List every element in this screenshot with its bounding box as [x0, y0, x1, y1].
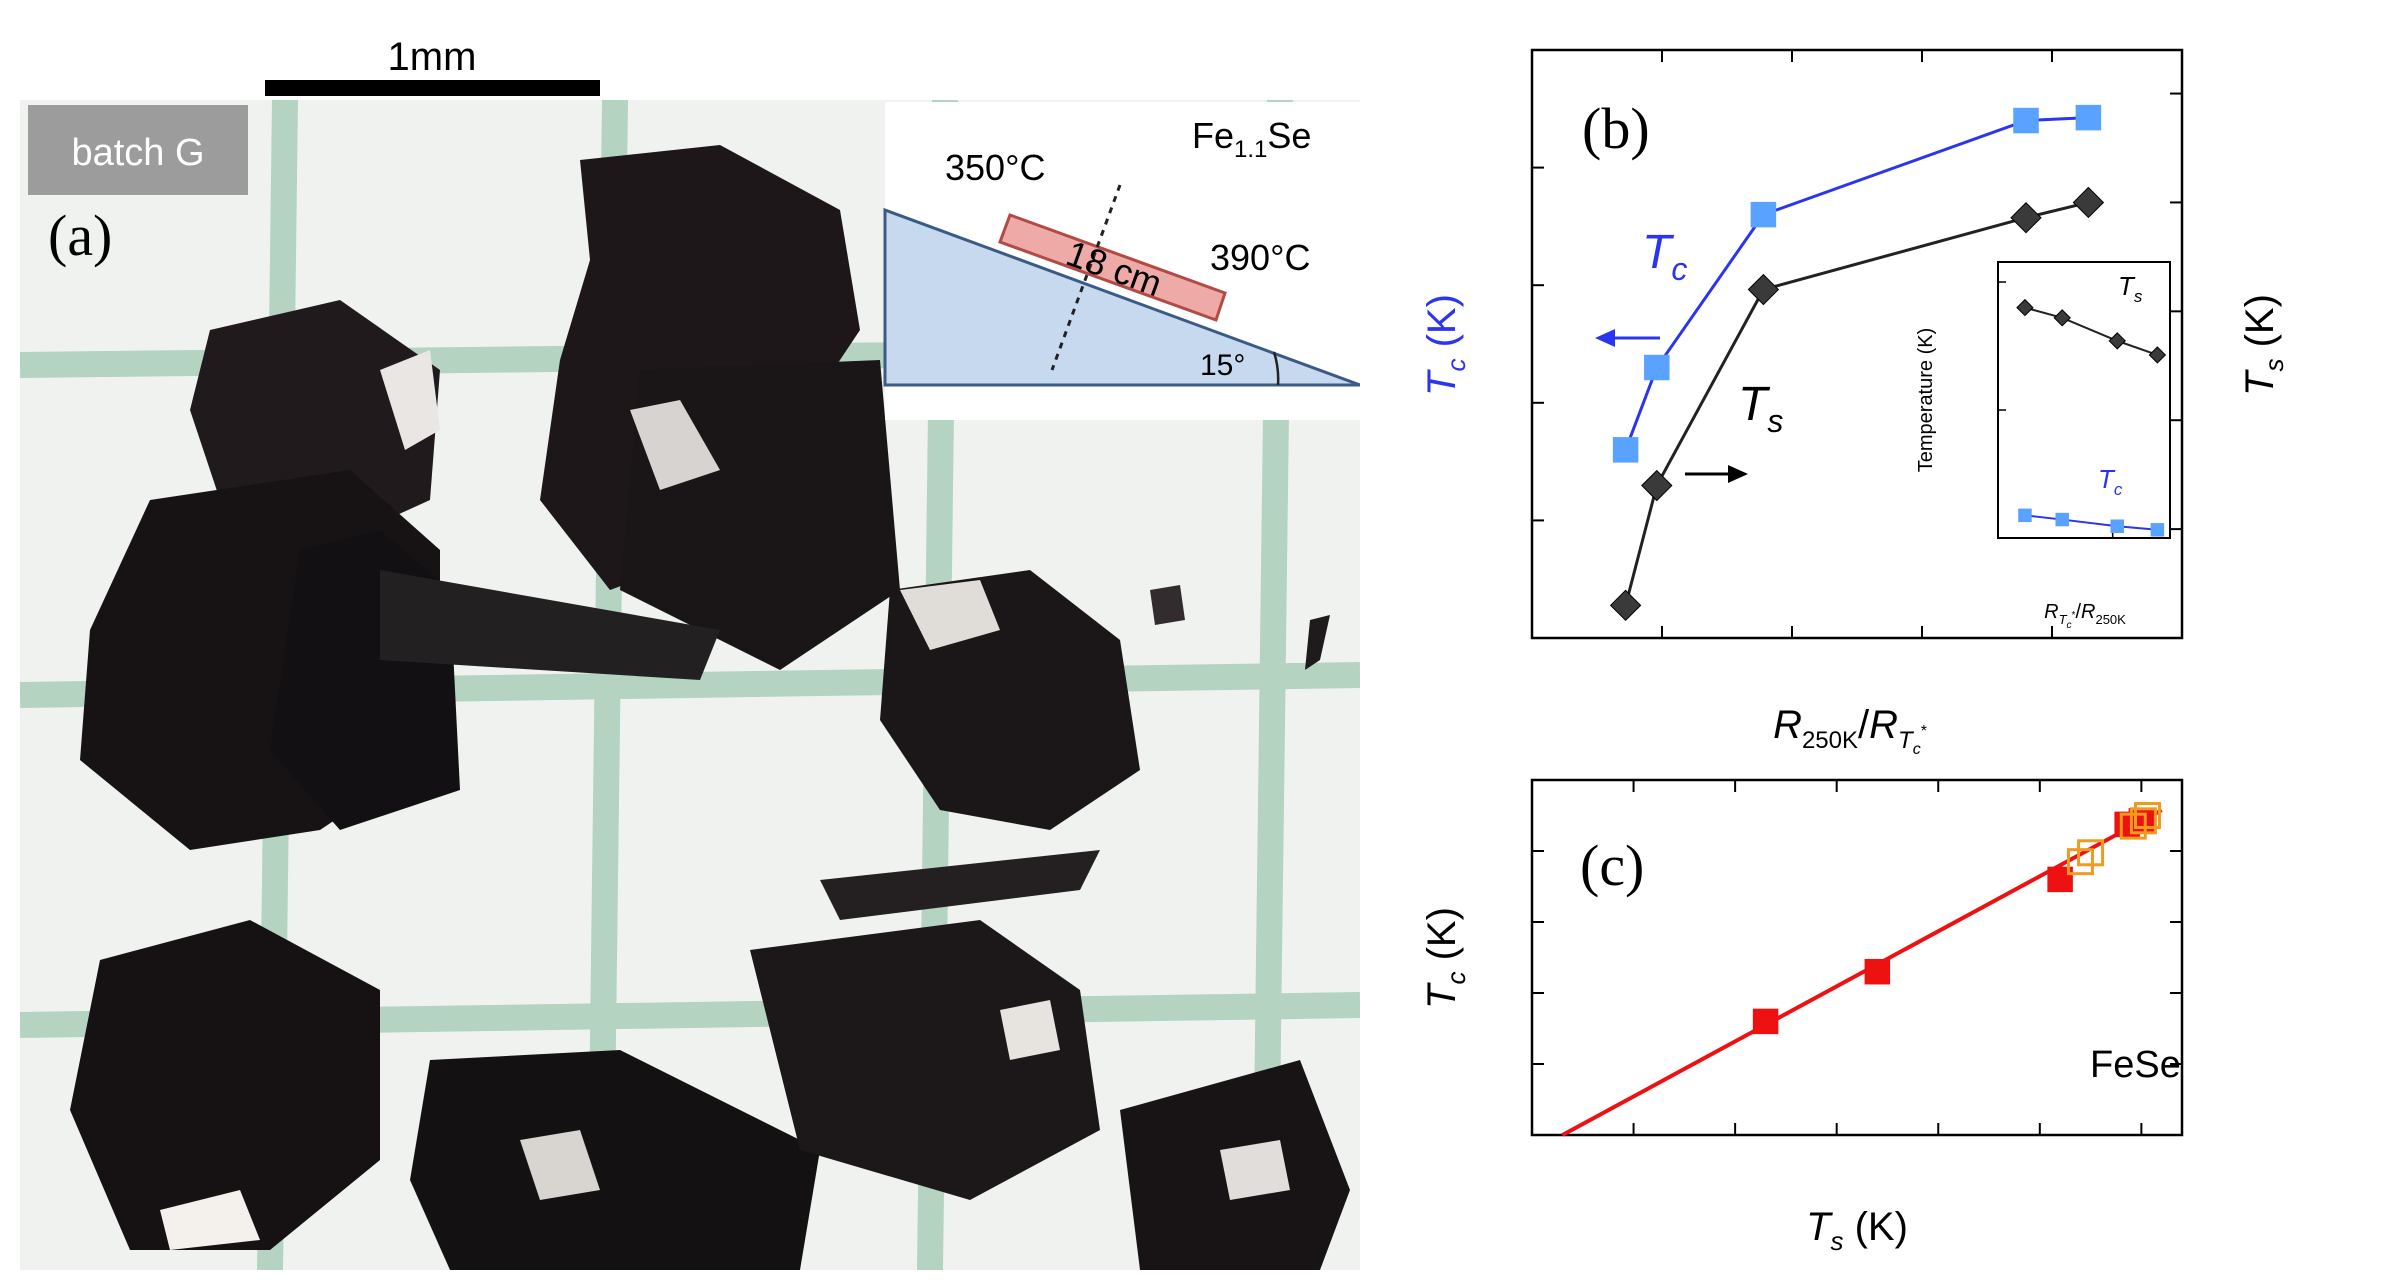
furnace-slope — [883, 207, 1361, 387]
inset-point-tc — [2018, 508, 2032, 523]
crystals — [70, 145, 1350, 1270]
panel-a: 1mm — [19, 30, 1361, 1271]
chart-c-panel-label: (c) — [1580, 833, 1644, 898]
chart-c-series — [1561, 802, 2163, 1137]
chart-b-x-ticks — [1531, 50, 2183, 638]
point-tc — [2075, 104, 2102, 131]
ampoule — [998, 213, 1227, 322]
scale-bar — [265, 80, 600, 96]
point-ts — [2010, 201, 2042, 234]
temp-hot: 350°C — [945, 147, 1045, 188]
inset-line-ts — [2024, 306, 2158, 356]
chart-b-y-right-ticks — [2170, 92, 2182, 639]
chart-c-xlabel: Ts (K) — [1806, 1205, 1908, 1256]
fit-line — [1561, 808, 2163, 1137]
batch-badge — [28, 105, 248, 195]
chart-b-series — [1609, 104, 2105, 622]
point-filled — [1864, 958, 1891, 985]
scale-bar-label: 1mm — [388, 35, 477, 79]
chart-b-inset: Temperature (K) RTc*/R250K Ts Tc — [1915, 261, 2171, 631]
point-tc — [2013, 107, 2039, 134]
point-ts — [1641, 469, 1673, 502]
point-filled — [2128, 808, 2155, 834]
point-tc — [1750, 201, 1777, 228]
chart-b-ylabel-right: Ts (K) — [2238, 294, 2289, 396]
angle-arc — [1272, 351, 1280, 386]
inset-point-tc — [2110, 519, 2125, 533]
point-filled — [1752, 1008, 1779, 1035]
inset-y-ticks — [1998, 281, 2006, 539]
batch-badge-label: batch G — [71, 132, 204, 174]
chart-c-annotation: FeSe — [2090, 1044, 2181, 1086]
point-ts — [1609, 589, 1642, 622]
inset-point-ts — [2053, 309, 2071, 327]
chart-b-ylabel-left: Tc (K) — [1420, 294, 1471, 396]
inset-xlabel: RTc*/R250K — [2044, 601, 2126, 631]
chart-b-ts-label: Ts — [1738, 378, 1783, 439]
inset-line-tc — [2024, 514, 2158, 531]
chart-c-frame — [1530, 778, 2184, 1137]
point-open — [2133, 802, 2161, 829]
inset-series — [2016, 298, 2167, 537]
chart-b-right-arrow — [1685, 465, 1748, 483]
slope-angle: 15° — [1200, 349, 1245, 382]
chart-b-panel-label: (b) — [1582, 96, 1650, 161]
inset-point-ts — [2148, 346, 2167, 364]
inset-ylabel: Temperature (K) — [1915, 328, 1937, 473]
chart-b-y-left-ticks — [1532, 49, 1544, 639]
formula: Fe1.1Se — [1192, 115, 1311, 163]
inset-ts-label: Ts — [2118, 271, 2143, 306]
temp-cold: 390°C — [1210, 237, 1310, 278]
point-tc — [1644, 354, 1670, 381]
inset-point-ts — [2108, 332, 2126, 350]
crystal-photo: 1mm — [19, 35, 1361, 1271]
point-ts — [2072, 186, 2105, 219]
chart-b-tc-label: Tc — [1642, 226, 1687, 287]
chart-c-x-ticks — [1531, 780, 2143, 1135]
center-dashed-line — [1050, 184, 1122, 371]
inset-tc-label: Tc — [2098, 464, 2123, 499]
point-open — [2077, 839, 2105, 867]
inset-point-ts — [2016, 298, 2034, 317]
point-tc — [1612, 437, 1639, 463]
chart-b-frame — [1530, 48, 2184, 640]
inset-point-tc — [2150, 523, 2165, 537]
point-ts — [1747, 273, 1780, 306]
growth-diagram: Fe1.1Se 350°C 390°C 18 cm 15° — [883, 102, 1361, 420]
point-open — [2129, 807, 2157, 835]
panel-a-label: (a) — [48, 203, 112, 268]
chart-b-left-arrow — [1595, 329, 1660, 347]
chart-b-xlabel: R250K/RTc* — [1773, 703, 1927, 758]
inset-point-tc — [2055, 512, 2069, 527]
chart-c-ylabel: Tc (K) — [1420, 907, 1471, 1009]
chart-c-y-ticks — [1532, 779, 2182, 1136]
point-open — [2066, 848, 2094, 876]
